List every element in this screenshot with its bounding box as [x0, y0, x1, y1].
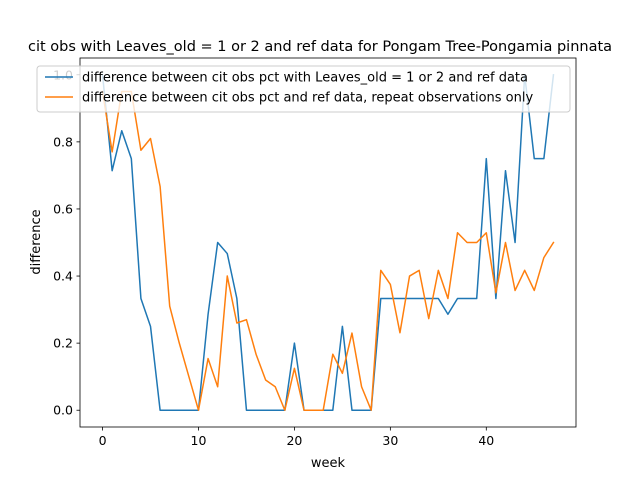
- y-tick-label: 0.4: [53, 269, 73, 284]
- chart-title: cit obs with Leaves_old = 1 or 2 and ref…: [28, 39, 612, 55]
- series-line-1: [101, 73, 555, 411]
- y-tick-label: 0.0: [53, 403, 73, 418]
- x-tick-label: 0: [99, 433, 107, 448]
- series-line-2: [101, 90, 555, 411]
- legend-label-2: difference between cit obs pct and ref d…: [82, 91, 533, 106]
- legend: difference between cit obs pct with Leav…: [36, 65, 571, 113]
- x-tick-label: 40: [478, 433, 494, 448]
- y-tick-label: 0.6: [53, 201, 73, 216]
- y-axis-label: difference: [29, 209, 44, 274]
- y-tick-label: 0.8: [53, 134, 73, 149]
- y-tick-label: 0.2: [53, 336, 73, 351]
- x-tick-label: 10: [191, 433, 207, 448]
- axes-frame: [79, 57, 577, 428]
- legend-label-1: difference between cit obs pct with Leav…: [82, 71, 528, 86]
- legend-box: [36, 65, 571, 113]
- x-tick-label: 20: [286, 433, 302, 448]
- x-axis-label: week: [311, 456, 346, 471]
- x-tick-label: 30: [382, 433, 398, 448]
